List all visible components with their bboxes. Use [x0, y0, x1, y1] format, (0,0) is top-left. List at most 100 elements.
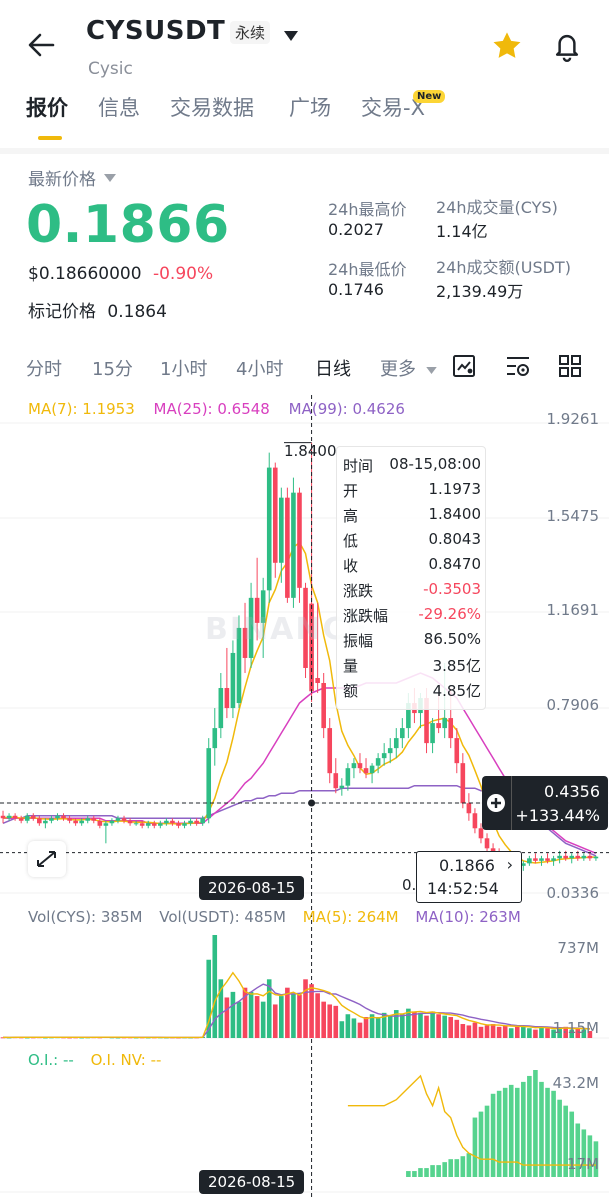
volume-bar	[272, 1004, 278, 1038]
ma7-label: MA(7): 1.1953	[28, 400, 135, 418]
latest-price-selector[interactable]: 最新价格	[28, 165, 116, 190]
symbol-title[interactable]: CYSUSDT	[86, 16, 226, 46]
oi-legend: O.I.: -- O.I. NV: --	[28, 1051, 161, 1069]
volume-bar	[285, 987, 290, 1038]
plus-circle-icon	[487, 794, 505, 812]
oi-bar	[502, 1087, 508, 1177]
interval-more[interactable]: 更多	[380, 355, 437, 381]
tooltip-key: 时间	[343, 457, 374, 475]
oi-bar	[527, 1075, 532, 1177]
tab-trading-data[interactable]: 交易数据	[170, 96, 254, 120]
tooltip-value: -29.26%	[418, 605, 481, 623]
chevron-right-icon: ›	[506, 855, 513, 874]
tab-quote[interactable]: 报价	[26, 96, 68, 120]
candle-body	[109, 820, 115, 824]
tooltip-value: 0.8470	[428, 555, 482, 573]
tab-square[interactable]: 广场	[289, 96, 331, 120]
new-badge: New	[413, 90, 446, 103]
candle-body	[460, 763, 466, 804]
candle-body	[67, 818, 72, 821]
candle-body	[333, 773, 339, 789]
volume-bar	[248, 991, 254, 1038]
interval-4h[interactable]: 4小时	[236, 359, 284, 380]
candle-body	[266, 467, 272, 591]
bell-icon[interactable]	[552, 30, 582, 66]
mark-price-row: 标记价格 0.1864	[28, 297, 167, 322]
add-order-button[interactable]	[482, 776, 512, 830]
candle-body	[387, 748, 393, 754]
grid-layout-icon[interactable]	[558, 354, 582, 382]
tooltip-row-turnover: 额 4.85亿	[343, 680, 481, 701]
candle-body	[139, 823, 145, 826]
volume-bar	[279, 996, 284, 1038]
volume-bar	[466, 1025, 472, 1038]
candle-body	[563, 855, 568, 859]
volume-axis-top: 737M	[557, 939, 599, 957]
volume-bar	[375, 1017, 381, 1038]
candle-body	[393, 738, 399, 749]
last-price-box[interactable]: 0.1866 › 14:52:54	[416, 851, 522, 903]
volume-bar	[224, 997, 230, 1038]
interval-more-label: 更多	[380, 359, 416, 380]
volume-bar	[400, 1014, 405, 1038]
vol-usdt-label: Vol(USDT): 485M	[159, 908, 286, 926]
interval-15m[interactable]: 15分	[92, 359, 133, 380]
candle-body	[272, 467, 278, 563]
candle-body	[30, 815, 36, 819]
volume-bar	[291, 993, 296, 1038]
dropdown-caret-icon[interactable]	[283, 27, 299, 46]
oi-bar	[472, 1117, 478, 1177]
ma25-label: MA(25): 0.6548	[153, 400, 270, 418]
chart-type-icon[interactable]	[452, 354, 476, 382]
volume-bar	[454, 1019, 460, 1038]
candle-body	[339, 785, 345, 789]
tooltip-value: 1.1973	[428, 480, 482, 498]
star-icon[interactable]	[491, 30, 523, 66]
stat-high-value: 0.2027	[328, 220, 384, 239]
oi-bar	[436, 1165, 441, 1177]
volume-bar	[387, 1015, 393, 1038]
volume-bar	[460, 1024, 466, 1038]
usd-price: $0.18660000	[28, 264, 142, 284]
candle-body	[115, 818, 121, 821]
stat-high-label: 24h最高价	[328, 200, 407, 219]
interval-1h[interactable]: 1小时	[160, 359, 208, 380]
oi-bar	[551, 1090, 556, 1177]
crosshair-price-marker[interactable]: 0.4356 +133.44%	[482, 776, 608, 830]
price-axis-tick: 0.7906	[546, 696, 600, 714]
candle-body	[575, 855, 581, 859]
indicator-settings-icon[interactable]	[505, 354, 531, 382]
volume-bar	[357, 1022, 363, 1038]
high-price-label: 1.8400	[284, 442, 337, 460]
oi-bar	[514, 1087, 520, 1177]
candle-body	[188, 820, 193, 824]
oi-bar	[448, 1159, 454, 1177]
candle-body	[381, 753, 387, 759]
fullscreen-expand-icon[interactable]	[28, 841, 66, 877]
oi-bar	[478, 1111, 484, 1177]
back-arrow-icon[interactable]	[26, 30, 56, 60]
volume-ma10-line	[2, 983, 590, 1039]
candle-body	[472, 813, 478, 829]
crosshair-price: 0.4356	[544, 782, 600, 801]
oi-bar	[406, 1171, 411, 1177]
candle-body	[91, 818, 97, 821]
tooltip-value: 3.85亿	[432, 657, 481, 675]
volume-bar	[381, 1012, 387, 1038]
tooltip-row-close: 收 0.8470	[343, 555, 481, 576]
interval-1d[interactable]: 日线	[315, 359, 351, 380]
candle-body	[164, 820, 169, 824]
caret-down-icon	[104, 173, 116, 182]
candle-body	[327, 728, 333, 774]
interval-time[interactable]: 分时	[26, 359, 62, 380]
oi-bar	[484, 1105, 490, 1177]
candle-body	[448, 718, 454, 739]
stat-turnover-label: 24h成交额(USDT)	[436, 258, 571, 277]
volume-bar	[254, 996, 260, 1038]
volume-bar	[563, 1026, 568, 1038]
volume-bar	[442, 1015, 447, 1038]
tab-info[interactable]: 信息	[98, 96, 140, 120]
volume-bar	[351, 1018, 357, 1038]
candle-body	[248, 597, 254, 658]
contract-type-badge: 永续	[230, 21, 271, 44]
